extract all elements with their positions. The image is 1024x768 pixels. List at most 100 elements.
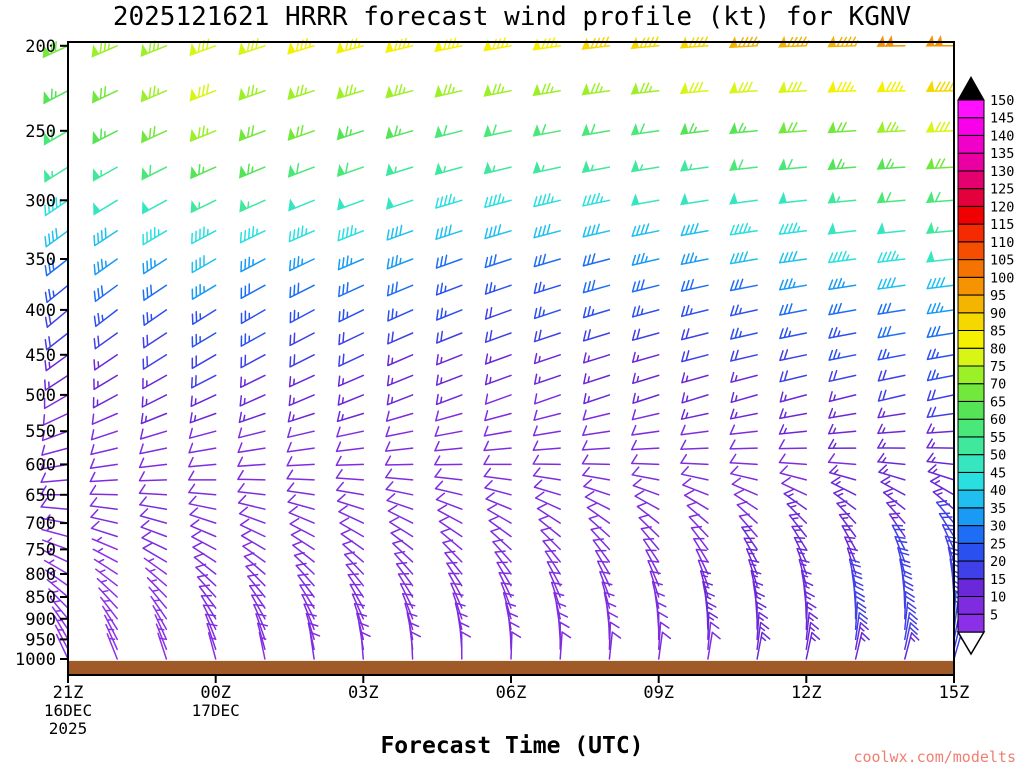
wind-barb	[484, 393, 512, 405]
wind-barb	[139, 496, 168, 510]
wind-barb	[343, 551, 365, 575]
wind-barb	[680, 453, 709, 466]
x-tick-label: 15Z	[939, 683, 970, 703]
wind-barb	[434, 480, 463, 496]
wind-barb	[206, 622, 218, 651]
colorbar-segment	[957, 294, 985, 314]
wind-barb	[142, 226, 168, 246]
wind-barb	[876, 191, 906, 204]
wind-barb	[92, 166, 118, 182]
wind-barb	[102, 605, 118, 631]
wind-barb	[581, 454, 611, 466]
wind-barb	[142, 309, 168, 326]
wind-barb	[483, 467, 512, 481]
colorbar-segment	[957, 152, 985, 172]
colorbar-segment	[957, 223, 985, 243]
wind-barb	[240, 256, 266, 273]
wind-barb	[188, 427, 217, 439]
y-tick-label: 300	[25, 191, 56, 211]
wind-barb	[756, 621, 770, 651]
wind-barb	[142, 284, 168, 302]
wind-barb	[44, 284, 69, 304]
wind-barb	[779, 349, 808, 362]
wind-barb	[342, 540, 365, 563]
colorbar-label: 100	[990, 270, 1014, 286]
y-tick-label: 250	[25, 122, 56, 142]
wind-barb	[289, 517, 315, 538]
watermark-link[interactable]: coolwx.com/modelts	[853, 748, 1016, 766]
wind-barb	[287, 494, 315, 510]
wind-barb	[345, 562, 365, 587]
wind-barb	[781, 476, 808, 496]
wind-barb	[926, 302, 955, 315]
wind-barb	[779, 408, 808, 420]
wind-barb	[154, 614, 168, 641]
wind-barb	[336, 410, 365, 423]
wind-barb	[583, 478, 611, 496]
wind-barb	[335, 441, 365, 453]
wind-barb	[926, 423, 955, 434]
wind-barb	[288, 256, 315, 272]
x-tick-label: 12Z	[791, 683, 822, 703]
wind-barb	[195, 563, 217, 587]
wind-barb	[93, 558, 118, 575]
colorbar-label: 80	[990, 341, 1006, 357]
wind-barb	[91, 412, 118, 425]
y-tick-label: 350	[25, 250, 56, 270]
wind-barb	[43, 129, 69, 146]
wind-barb	[353, 602, 366, 631]
wind-barb	[788, 513, 808, 538]
wind-barb	[679, 122, 709, 135]
wind-barb	[630, 454, 660, 466]
wind-barb	[926, 348, 955, 361]
wind-barb	[582, 223, 611, 238]
wind-barb	[288, 394, 315, 407]
wind-barb	[631, 466, 660, 481]
wind-barb	[748, 559, 760, 587]
wind-barb	[697, 559, 710, 587]
wind-barb	[96, 577, 118, 598]
wind-barb	[384, 455, 414, 466]
wind-barb	[43, 394, 69, 410]
wind-barb	[533, 352, 561, 365]
wind-barb	[140, 412, 168, 425]
surface-band	[69, 660, 953, 674]
wind-barb	[190, 199, 217, 214]
wind-barb	[876, 80, 906, 93]
wind-barb	[190, 394, 217, 408]
wind-barb	[925, 157, 955, 170]
wind-barb	[828, 250, 857, 264]
wind-barb	[498, 572, 512, 598]
wind-barb	[40, 497, 69, 510]
wind-barb	[630, 193, 660, 206]
wind-barb	[191, 255, 217, 274]
wind-barb	[778, 222, 808, 235]
wind-barb	[288, 505, 315, 524]
wind-barb	[141, 531, 168, 551]
wind-barb	[630, 123, 660, 136]
wind-barb	[89, 497, 118, 510]
wind-barb	[707, 621, 720, 651]
wind-barb	[139, 428, 168, 440]
colorbar-label: 5	[990, 607, 998, 623]
wind-barb	[385, 125, 414, 140]
wind-barb	[387, 308, 414, 322]
wind-barb	[927, 464, 955, 481]
wind-barb	[190, 374, 217, 389]
wind-barb	[191, 226, 217, 245]
wind-barb	[729, 453, 758, 466]
wind-barb	[756, 631, 771, 660]
wind-barb	[286, 456, 315, 467]
wind-barb	[596, 560, 611, 587]
wind-barb	[335, 468, 365, 481]
colorbar-top-arrow	[957, 75, 985, 101]
wind-barb	[386, 394, 414, 406]
wind-barb	[729, 424, 758, 436]
wind-barb	[188, 483, 217, 496]
wind-barb	[93, 284, 118, 303]
wind-barb	[336, 162, 365, 178]
wind-barb	[143, 557, 168, 575]
colorbar-label: 115	[990, 217, 1014, 233]
wind-barb	[828, 302, 857, 316]
wind-barb	[336, 37, 365, 54]
